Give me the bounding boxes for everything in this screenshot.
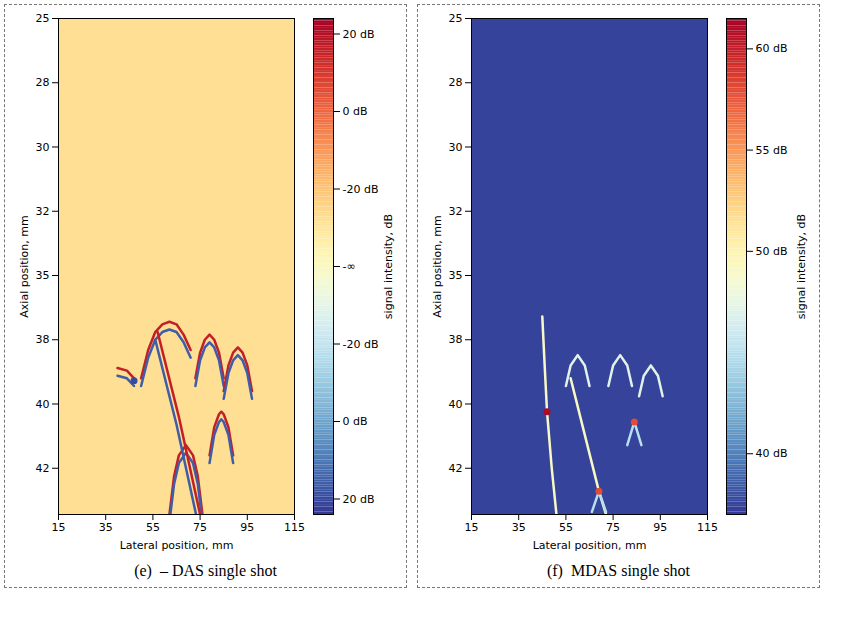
svg-text:75: 75 (606, 521, 620, 534)
svg-text:signal intensity, dB: signal intensity, dB (382, 214, 395, 319)
svg-text:50 dB: 50 dB (756, 245, 788, 258)
html-text:(e) – DAS single shot: (e) – DAS single shot (134, 562, 277, 579)
svg-text:0 dB: 0 dB (343, 415, 368, 428)
svg-text:25: 25 (36, 12, 50, 25)
svg-text:Lateral position, mm: Lateral position, mm (120, 539, 234, 552)
svg-text:35: 35 (36, 269, 50, 282)
svg-text:40: 40 (449, 398, 463, 411)
svg-text:32: 32 (36, 205, 50, 218)
svg-text:115: 115 (697, 521, 718, 534)
svg-text:15: 15 (52, 521, 66, 534)
svg-text:-20 dB: -20 dB (343, 338, 379, 351)
svg-text:95: 95 (240, 521, 254, 534)
svg-text:-∞: -∞ (343, 260, 356, 273)
svg-text:signal intensity, dB: signal intensity, dB (795, 214, 808, 319)
svg-text:42: 42 (449, 462, 463, 475)
svg-text:32: 32 (449, 205, 463, 218)
svg-text:55 dB: 55 dB (756, 144, 788, 157)
svg-text:35: 35 (449, 269, 463, 282)
svg-text:75: 75 (193, 521, 207, 534)
svg-text:15: 15 (465, 521, 479, 534)
svg-text:28: 28 (449, 76, 463, 89)
html-text:(f) MDAS single shot: (f) MDAS single shot (546, 562, 690, 579)
svg-text:42: 42 (36, 462, 50, 475)
svg-text:40 dB: 40 dB (756, 447, 788, 460)
svg-text:30: 30 (36, 141, 50, 154)
svg-text:30: 30 (449, 141, 463, 154)
svg-text:40: 40 (36, 398, 50, 411)
svg-text:38: 38 (36, 333, 50, 346)
svg-text:0 dB: 0 dB (343, 105, 368, 118)
svg-text:115: 115 (284, 521, 305, 534)
svg-text:95: 95 (653, 521, 667, 534)
svg-text:20 dB: 20 dB (343, 28, 375, 41)
svg-text:55: 55 (146, 521, 160, 534)
svg-text:60 dB: 60 dB (756, 42, 788, 55)
svg-text:38: 38 (449, 333, 463, 346)
svg-text:35: 35 (512, 521, 526, 534)
svg-text:Axial position, mm: Axial position, mm (18, 215, 31, 317)
svg-text:28: 28 (36, 76, 50, 89)
svg-text:Axial position, mm: Axial position, mm (431, 215, 444, 317)
svg-text:-20 dB: -20 dB (343, 183, 379, 196)
svg-text:Lateral position, mm: Lateral position, mm (533, 539, 647, 552)
svg-text:35: 35 (99, 521, 113, 534)
svg-text:20 dB: 20 dB (343, 493, 375, 506)
svg-text:55: 55 (559, 521, 573, 534)
svg-text:25: 25 (449, 12, 463, 25)
